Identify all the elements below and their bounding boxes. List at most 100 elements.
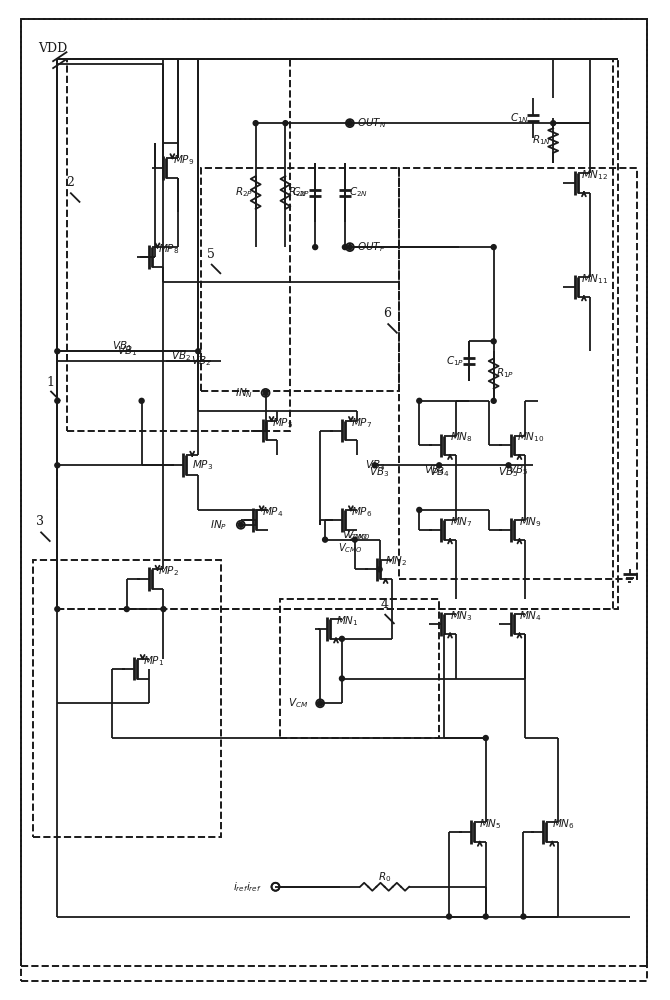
Circle shape — [318, 701, 322, 706]
Text: $MN_6$: $MN_6$ — [551, 817, 574, 831]
Bar — [58, 59, 618, 609]
Text: 4: 4 — [381, 598, 389, 611]
Text: $R_{2P}$: $R_{2P}$ — [234, 186, 253, 199]
Text: $R_{1P}$: $R_{1P}$ — [496, 367, 515, 380]
Text: $MN_{10}$: $MN_{10}$ — [517, 431, 544, 444]
Bar — [67, 59, 290, 431]
Text: $OUT_N$: $OUT_N$ — [357, 116, 387, 130]
Circle shape — [447, 914, 452, 919]
Text: $OUT_P$: $OUT_P$ — [358, 240, 386, 254]
Text: $VB_4$: $VB_4$ — [429, 465, 450, 479]
Text: $MP_8$: $MP_8$ — [157, 242, 179, 256]
Bar — [281, 599, 439, 738]
Text: $MP_6$: $MP_6$ — [351, 505, 373, 519]
Bar — [399, 168, 637, 579]
Text: 5: 5 — [207, 248, 215, 261]
Text: $VB_4$: $VB_4$ — [424, 463, 444, 477]
Text: $VB_1$: $VB_1$ — [117, 344, 137, 358]
Text: $MN_{12}$: $MN_{12}$ — [582, 168, 608, 182]
Circle shape — [283, 121, 288, 126]
Circle shape — [437, 463, 442, 468]
Circle shape — [161, 607, 166, 612]
Text: 2: 2 — [66, 176, 74, 189]
Text: $MP_4$: $MP_4$ — [262, 505, 283, 519]
Text: $VB_5$: $VB_5$ — [498, 465, 519, 479]
Text: $C_{2P}$: $C_{2P}$ — [292, 186, 310, 199]
Circle shape — [313, 245, 318, 250]
Text: 6: 6 — [383, 307, 391, 320]
Text: $VB_5$: $VB_5$ — [509, 463, 529, 477]
Text: $V_{CMO}$: $V_{CMO}$ — [342, 528, 368, 542]
Text: $MP_9$: $MP_9$ — [173, 153, 194, 167]
Circle shape — [253, 121, 258, 126]
Text: $MN_5$: $MN_5$ — [479, 817, 502, 831]
Circle shape — [55, 349, 60, 354]
Circle shape — [521, 914, 526, 919]
Circle shape — [491, 339, 496, 344]
Circle shape — [352, 537, 357, 542]
Bar — [58, 59, 612, 609]
Text: $IN_P$: $IN_P$ — [210, 518, 228, 532]
Circle shape — [55, 398, 60, 403]
Circle shape — [348, 121, 352, 126]
Circle shape — [196, 349, 200, 354]
Circle shape — [377, 567, 382, 572]
Bar — [201, 168, 399, 391]
Text: $R_{1N}$: $R_{1N}$ — [532, 134, 551, 147]
Text: $V_{CMO}$: $V_{CMO}$ — [346, 528, 370, 542]
Circle shape — [491, 245, 496, 250]
Circle shape — [348, 121, 352, 126]
Text: 3: 3 — [36, 515, 44, 528]
Circle shape — [373, 463, 377, 468]
Text: $MN_7$: $MN_7$ — [450, 515, 472, 529]
Text: VDD: VDD — [38, 42, 67, 55]
Circle shape — [491, 398, 496, 403]
Circle shape — [322, 537, 328, 542]
Text: $MN_2$: $MN_2$ — [385, 555, 408, 568]
Text: $MN_3$: $MN_3$ — [450, 609, 472, 623]
Text: $C_{1N}$: $C_{1N}$ — [510, 111, 529, 125]
Text: $VB_3$: $VB_3$ — [369, 465, 390, 479]
Circle shape — [55, 463, 60, 468]
Text: $i_{ref}$: $i_{ref}$ — [233, 880, 249, 894]
Circle shape — [342, 245, 348, 250]
Circle shape — [340, 636, 344, 641]
Circle shape — [55, 607, 60, 612]
Text: $MN_1$: $MN_1$ — [336, 614, 358, 628]
Circle shape — [483, 914, 488, 919]
Text: $C_{2N}$: $C_{2N}$ — [349, 186, 368, 199]
Text: $MP_5$: $MP_5$ — [272, 416, 293, 430]
Circle shape — [340, 676, 344, 681]
Circle shape — [417, 398, 422, 403]
Circle shape — [551, 121, 555, 126]
Circle shape — [417, 507, 422, 512]
Text: $MP_7$: $MP_7$ — [351, 416, 373, 430]
Text: $MN_4$: $MN_4$ — [519, 609, 542, 623]
Text: $i_{ref}$: $i_{ref}$ — [246, 880, 261, 894]
Circle shape — [263, 390, 268, 395]
Circle shape — [483, 736, 488, 740]
Text: $V_{CMO}$: $V_{CMO}$ — [338, 541, 362, 555]
Text: $MP_1$: $MP_1$ — [143, 654, 164, 668]
Text: $C_{1P}$: $C_{1P}$ — [446, 354, 464, 368]
Circle shape — [348, 245, 352, 250]
Text: $MN_8$: $MN_8$ — [450, 431, 472, 444]
Text: $MP_2$: $MP_2$ — [158, 565, 179, 578]
Bar — [33, 560, 221, 837]
Text: $VB_2$: $VB_2$ — [172, 349, 192, 363]
Text: $MN_{11}$: $MN_{11}$ — [581, 272, 608, 286]
Text: 1: 1 — [46, 376, 54, 389]
Circle shape — [318, 701, 322, 706]
Text: $VB_1$: $VB_1$ — [112, 339, 132, 353]
Text: $R_{2N}$: $R_{2N}$ — [288, 186, 307, 199]
Text: $V_{CM}$: $V_{CM}$ — [288, 696, 308, 710]
Text: $MN_9$: $MN_9$ — [519, 515, 542, 529]
Text: $IN_N$: $IN_N$ — [234, 386, 253, 400]
Circle shape — [124, 607, 129, 612]
Text: $VB_3$: $VB_3$ — [364, 458, 385, 472]
Text: $MP_3$: $MP_3$ — [192, 458, 214, 472]
Text: $VB_2$: $VB_2$ — [191, 354, 211, 368]
Circle shape — [506, 463, 511, 468]
Circle shape — [239, 522, 243, 527]
Circle shape — [139, 398, 144, 403]
